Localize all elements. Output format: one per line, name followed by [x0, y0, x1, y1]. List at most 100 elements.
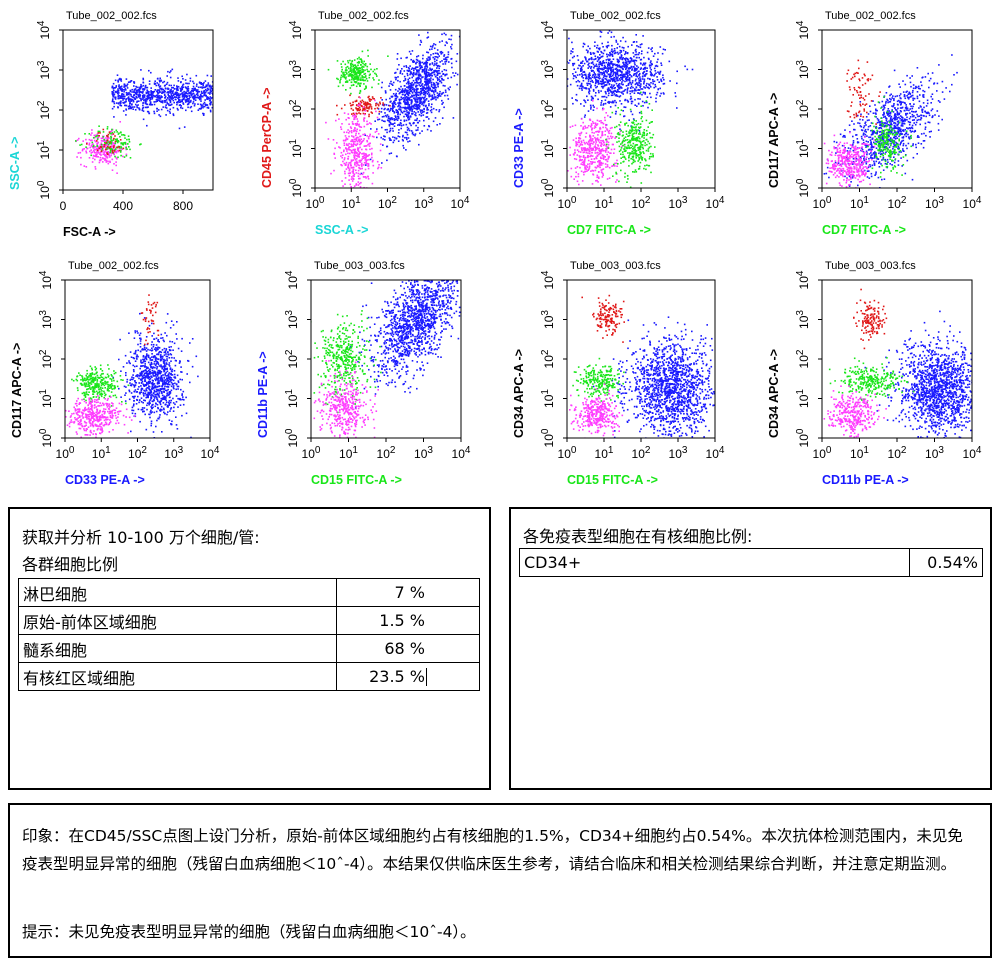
- event-dot: [438, 41, 441, 43]
- event-dot: [392, 130, 394, 132]
- event-dot: [639, 123, 642, 125]
- event-dot: [416, 121, 419, 124]
- event-dot: [598, 65, 600, 68]
- event-dot: [359, 161, 361, 163]
- event-dot: [607, 151, 610, 153]
- event-dot: [398, 64, 400, 66]
- event-dot: [173, 101, 175, 104]
- event-dot: [352, 112, 355, 115]
- event-dot: [444, 73, 446, 76]
- event-dot: [584, 156, 587, 159]
- event-dot: [355, 74, 358, 76]
- event-dot: [424, 75, 427, 78]
- event-dot: [428, 95, 430, 98]
- event-dot: [357, 149, 359, 151]
- event-dot: [336, 60, 339, 62]
- event-dot: [422, 102, 425, 104]
- event-dot: [142, 77, 144, 80]
- event-dot: [609, 75, 612, 77]
- event-dot: [138, 86, 140, 89]
- event-dot: [609, 68, 612, 70]
- event-dot: [591, 120, 594, 123]
- event-dot: [127, 96, 130, 98]
- event-dot: [423, 68, 426, 70]
- event-dot: [355, 152, 358, 154]
- event-dot: [638, 131, 641, 134]
- event-dot: [390, 123, 392, 125]
- event-dot: [363, 117, 366, 119]
- event-dot: [596, 146, 598, 149]
- event-dot: [187, 92, 189, 95]
- event-dot: [447, 77, 449, 80]
- event-dot: [575, 142, 578, 144]
- event-dot: [353, 74, 356, 76]
- event-dot: [620, 51, 623, 53]
- tick-label: 104: [288, 20, 304, 39]
- event-dot: [350, 145, 353, 148]
- event-dot: [650, 96, 652, 99]
- event-dot: [352, 166, 354, 169]
- event-dot: [409, 122, 411, 125]
- event-dot: [649, 67, 652, 69]
- event-dot: [597, 134, 599, 136]
- event-dot: [368, 107, 370, 110]
- event-dot: [363, 164, 365, 166]
- event-dot: [587, 78, 590, 81]
- event-dot: [411, 76, 413, 79]
- event-dot: [392, 81, 395, 84]
- event-dot: [199, 96, 202, 98]
- event-dot: [395, 155, 398, 157]
- event-dot: [438, 93, 440, 96]
- event-dot: [416, 100, 419, 102]
- event-dot: [186, 100, 188, 103]
- event-dot: [170, 84, 172, 87]
- event-dot: [96, 147, 98, 150]
- event-dot: [599, 67, 602, 70]
- event-dot: [404, 136, 406, 139]
- event-dot: [453, 75, 456, 77]
- event-dot: [206, 96, 208, 98]
- event-dot: [204, 99, 206, 101]
- event-dot: [404, 96, 406, 99]
- event-dot: [335, 119, 337, 122]
- event-dot: [419, 99, 422, 101]
- event-dot: [575, 144, 577, 147]
- event-dot: [367, 70, 369, 73]
- event-dot: [160, 80, 163, 82]
- event-dot: [98, 135, 100, 137]
- event-dot: [602, 162, 604, 165]
- event-dot: [348, 174, 351, 177]
- event-dot: [106, 126, 109, 128]
- event-dot: [607, 32, 609, 34]
- event-dot: [159, 91, 161, 93]
- event-dot: [150, 104, 152, 106]
- event-dot: [595, 139, 597, 142]
- event-dot: [386, 108, 389, 111]
- event-dot: [415, 119, 418, 122]
- event-dot: [330, 172, 332, 175]
- event-dot: [451, 66, 453, 69]
- event-dot: [577, 173, 580, 175]
- event-dot: [345, 161, 348, 164]
- event-dot: [374, 107, 376, 110]
- event-dot: [146, 124, 148, 127]
- event-dot: [581, 148, 583, 151]
- event-dot: [597, 51, 599, 53]
- event-dot: [92, 154, 95, 157]
- event-dot: [118, 149, 121, 152]
- event-dot: [124, 141, 127, 144]
- event-dot: [593, 132, 595, 134]
- event-dot: [383, 135, 385, 137]
- event-dot: [404, 131, 407, 134]
- event-dot: [417, 129, 419, 131]
- event-dot: [633, 147, 635, 149]
- event-dot: [576, 180, 579, 183]
- event-dot: [345, 143, 348, 145]
- event-dot: [616, 192, 618, 194]
- event-dot: [618, 64, 621, 67]
- event-dot: [130, 95, 133, 98]
- event-dot: [363, 76, 366, 79]
- event-dot: [608, 177, 611, 179]
- event-dot: [340, 63, 342, 65]
- event-dot: [602, 87, 604, 89]
